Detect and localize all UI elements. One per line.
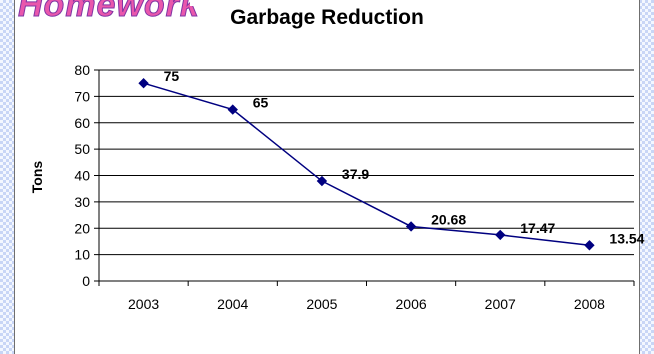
x-tick-label: 2008 [574,296,605,312]
data-point-marker [316,175,328,187]
x-tick-label: 2004 [217,296,248,312]
x-tick-label: 2007 [485,296,516,312]
y-tick-label: 80 [74,62,90,78]
series-line [143,82,590,247]
data-label: 13.54 [609,230,644,246]
axes [94,69,635,286]
y-tick-label: 70 [74,88,90,104]
data-label: 20.68 [431,211,466,227]
data-labels: 75 65 37.9 20.68 17.47 13.54 [164,68,645,246]
x-tick-label: 2005 [306,296,337,312]
y-tick-labels: 0 10 20 30 40 50 60 70 80 [74,62,90,289]
data-label: 17.47 [520,220,555,236]
x-tick-label: 2003 [128,296,159,312]
chart-title: Garbage Reduction [230,6,424,29]
gridlines [99,69,634,256]
chart-frame [14,0,640,354]
x-tick-labels: 2003 2004 2005 2006 2007 2008 [128,296,605,312]
banner-mask [190,0,450,6]
y-tick-label: 10 [74,247,90,263]
data-label: 65 [253,95,269,111]
data-label: 37.9 [342,166,369,182]
data-point-marker [584,240,595,251]
x-tick-label: 2006 [396,296,427,312]
data-point-marker [405,221,417,232]
y-tick-label: 40 [74,168,90,184]
data-label: 75 [164,68,180,84]
y-tick-label: 0 [82,273,90,289]
y-tick-label: 20 [74,220,90,236]
data-point-marker [227,104,238,115]
y-tick-label: 60 [74,115,90,131]
y-axis-label: Tons [29,161,45,194]
y-tick-label: 30 [74,194,90,210]
y-tick-label: 50 [74,141,90,157]
banner-wordart: Homework [18,0,200,25]
series [138,77,595,251]
data-point-marker [495,229,506,241]
data-point-marker [138,77,149,89]
